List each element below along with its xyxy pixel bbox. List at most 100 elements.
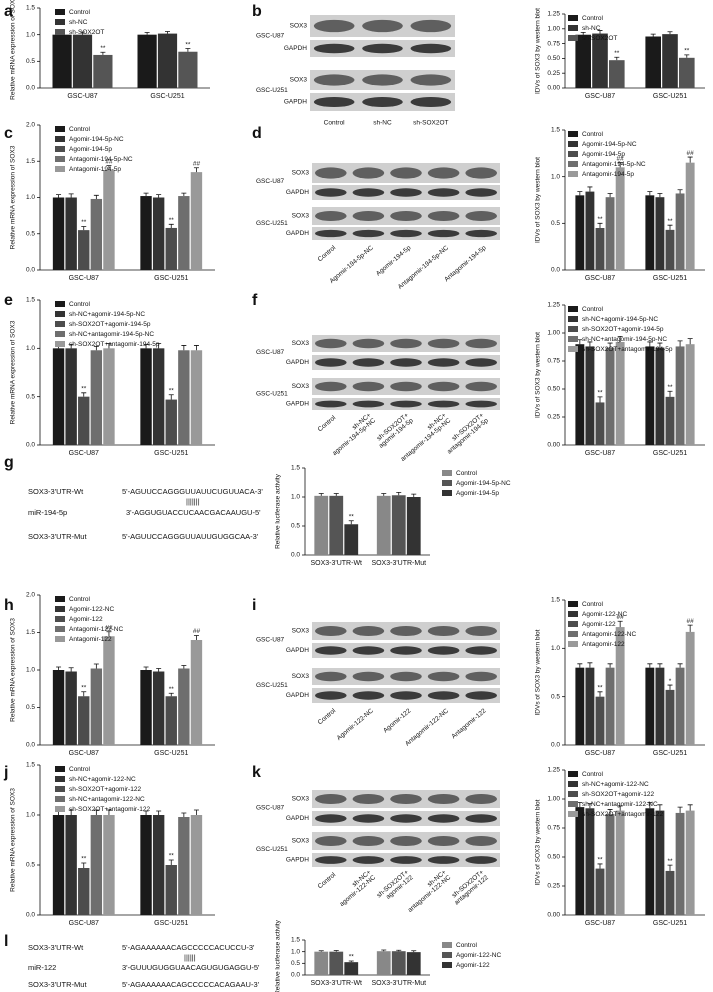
legend-swatch (442, 962, 452, 968)
cell-line-label: GSC-U251 (256, 846, 288, 853)
blot-row-label: GAPDH (286, 815, 309, 822)
y-axis-label: Relative mRNA expression of SOX3 (10, 618, 17, 722)
blot-row-label: SOX3 (292, 383, 310, 390)
lane-label: Agomir-122-NC (336, 707, 375, 742)
x-tick-label: GSC-U87 (67, 93, 97, 100)
error-bar (144, 32, 150, 35)
blot-band (362, 74, 403, 86)
blot-band (427, 229, 460, 238)
y-tick-label: 0.25 (547, 70, 560, 77)
legend-label: Control (582, 131, 604, 138)
y-tick-label: 0.5 (26, 862, 35, 869)
blot-band (390, 358, 422, 367)
blot-band (465, 835, 497, 847)
legend-swatch (55, 596, 65, 602)
blot-band (352, 625, 385, 637)
y-axis-label: IDVs of SOX3 by western blot (535, 157, 542, 243)
legend-swatch (55, 29, 65, 35)
error-bar (667, 31, 673, 35)
bar (575, 34, 591, 88)
bar (595, 228, 605, 270)
y-tick-label: 0.5 (291, 523, 300, 530)
significance-label: ** (597, 857, 603, 864)
y-tick-label: 1.5 (551, 597, 560, 604)
legend-label: sh-SOX2OT+antagomir-194-5p (69, 341, 160, 348)
bar (665, 229, 675, 270)
error-bar (677, 806, 683, 813)
bar (90, 668, 103, 745)
blot-band (313, 74, 355, 86)
error-bar (597, 691, 603, 697)
bar (103, 815, 115, 915)
legend-label: sh-SOX2OT+agomir-194-5p (582, 326, 664, 333)
significance-label: ** (614, 50, 620, 57)
legend-swatch (55, 796, 65, 802)
sequence: 5'-AGUUCCAGGGUUAUUCUGUUACA-3' (122, 487, 263, 496)
error-bar (687, 156, 693, 163)
bar (90, 815, 103, 915)
y-tick-label: 1.0 (26, 31, 35, 38)
legend-swatch (568, 631, 578, 637)
bar (665, 870, 675, 915)
bar (406, 952, 421, 975)
error-bar (181, 192, 187, 197)
error-bar (657, 193, 663, 198)
legend-label: sh-NC+agomir-194-5p-NC (582, 316, 658, 323)
significance-label: ## (105, 158, 113, 165)
x-tick-label: GSC-U87 (69, 750, 99, 757)
y-axis-label: IDVs of SOX3 by western blot (535, 629, 542, 715)
error-bar (647, 341, 653, 347)
significance-label: ** (81, 386, 87, 393)
significance-label: ** (100, 45, 106, 52)
blot-band (427, 188, 460, 197)
bar (679, 57, 695, 88)
bar (665, 689, 675, 745)
error-bar (156, 810, 162, 815)
legend-swatch (55, 146, 65, 152)
y-tick-label: 1.25 (547, 302, 560, 309)
blot-row-label: GAPDH (286, 857, 309, 864)
blot-band (427, 625, 460, 637)
bar (78, 696, 90, 745)
y-axis-label: Relative mRNA expression of SOX3 (10, 145, 17, 249)
legend-label: Control (582, 771, 604, 778)
legend-label: sh-SOX2OT+agomir-122 (582, 791, 654, 798)
legend-swatch (568, 326, 578, 332)
y-tick-label: 1.25 (547, 11, 560, 18)
legend-swatch (442, 470, 452, 476)
error-bar (411, 493, 417, 497)
bar (152, 197, 165, 270)
lane-label: Agomir-122 (382, 707, 413, 734)
error-bar (143, 344, 149, 349)
legend-label: sh-NC+antagomir-122-NC (582, 801, 658, 808)
legend-label: sh-NC+antagomir-194-5p-NC (582, 336, 667, 343)
legend-swatch (568, 771, 578, 777)
legend-swatch (568, 781, 578, 787)
y-tick-label: 1.5 (26, 5, 35, 12)
legend-swatch (55, 776, 65, 782)
bar (675, 667, 685, 745)
bar (314, 951, 329, 975)
panel-label: f (252, 292, 258, 309)
bar (675, 812, 685, 915)
significance-label: ** (185, 41, 191, 48)
legend-swatch (55, 156, 65, 162)
significance-label: ** (169, 853, 175, 860)
y-tick-label: 0.0 (26, 912, 35, 919)
bar (391, 951, 406, 975)
x-tick-label: GSC-U251 (150, 93, 184, 100)
bar (140, 348, 152, 445)
panel-label: l (4, 933, 8, 950)
error-bar (165, 31, 170, 34)
y-tick-label: 1.0 (26, 345, 35, 352)
error-bar (587, 186, 593, 192)
bar (52, 197, 65, 270)
bar (157, 33, 178, 88)
legend-swatch (55, 9, 65, 15)
x-tick-label: GSC-U87 (69, 275, 99, 282)
bar (585, 346, 595, 445)
significance-label: ** (169, 387, 175, 394)
blot-band (362, 96, 403, 108)
y-tick-label: 2.0 (26, 122, 35, 129)
error-bar (617, 805, 623, 811)
